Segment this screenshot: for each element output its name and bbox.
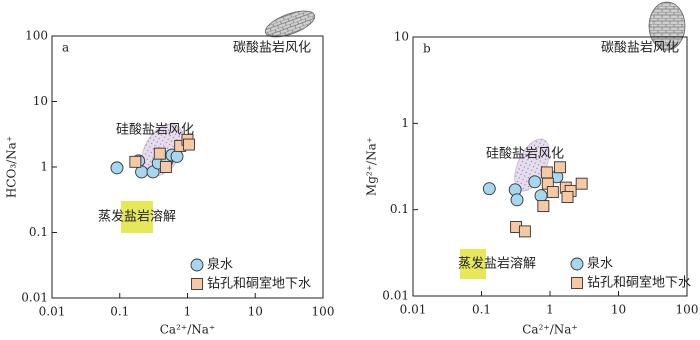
- y-tick-label: 0.1: [390, 202, 409, 216]
- y-tick-label: 10: [394, 30, 409, 44]
- x-tick-label: 10: [248, 305, 263, 319]
- legend-marker: [191, 278, 203, 290]
- panel-label: a: [62, 41, 69, 55]
- annotation: 硅酸盐岩风化: [486, 147, 564, 162]
- y-tick-label: 0.01: [382, 289, 409, 303]
- legend-marker: [570, 257, 584, 271]
- y-axis-label: Mg²⁺/Na⁺: [365, 137, 379, 196]
- x-tick-label: 10: [611, 303, 626, 317]
- legend-label: 钻孔和硐室地下水: [207, 276, 311, 292]
- x-tick-label: 0.01: [400, 303, 427, 317]
- annotation: 蒸发盐岩溶解: [458, 256, 536, 272]
- x-tick-label: 1: [184, 305, 192, 319]
- data-point: [537, 200, 550, 213]
- data-point: [129, 155, 142, 168]
- y-tick-label: 100: [25, 29, 48, 43]
- y-axis-label: HCO₃/Na⁺: [5, 136, 19, 198]
- y-tick-label: 0.1: [29, 225, 48, 239]
- legend-marker: [571, 277, 583, 289]
- evaporite-field: [121, 201, 153, 233]
- data-point: [561, 191, 574, 204]
- data-point: [159, 161, 172, 173]
- annotation: 碳酸盐岩风化: [601, 41, 679, 56]
- data-point: [510, 193, 524, 207]
- y-tick-label: 1: [40, 160, 48, 174]
- evaporite-field: [460, 249, 486, 279]
- annotation: 碳酸盐岩风化: [233, 41, 311, 56]
- x-axis-label: Ca²⁺/Na⁺: [160, 323, 216, 337]
- data-point: [540, 166, 553, 179]
- data-point: [575, 177, 588, 190]
- data-point: [110, 161, 124, 175]
- y-tick-label: 1: [401, 116, 409, 130]
- data-point: [482, 182, 496, 196]
- data-point: [170, 149, 184, 163]
- annotation: 硅酸盐岩风化: [116, 123, 194, 138]
- legend-marker: [190, 258, 204, 272]
- data-point: [546, 186, 559, 198]
- y-tick-label: 10: [33, 94, 48, 108]
- carbonate-field: [264, 10, 316, 38]
- data-point: [554, 161, 566, 174]
- x-axis-label: Ca²⁺/Na⁺: [522, 323, 578, 337]
- data-point: [518, 225, 531, 238]
- x-tick-label: 0.01: [39, 305, 66, 319]
- data-point: [153, 147, 166, 160]
- panel-label: b: [423, 42, 431, 56]
- x-tick-label: 100: [676, 303, 699, 317]
- y-tick-label: 0.01: [21, 291, 48, 305]
- x-tick-label: 100: [312, 305, 335, 319]
- x-tick-label: 0.1: [110, 305, 129, 319]
- data-point: [534, 189, 548, 203]
- data-point: [182, 138, 195, 151]
- x-tick-label: 0.1: [472, 303, 491, 317]
- x-tick-label: 1: [546, 303, 554, 317]
- carbonate-field: [648, 1, 686, 51]
- data-point: [528, 175, 542, 189]
- plot-frame: [51, 35, 324, 299]
- legend-label: 泉水: [587, 256, 613, 272]
- legend-label: 钻孔和硐室地下水: [587, 275, 691, 291]
- legend-label: 泉水: [207, 257, 233, 273]
- annotation: 蒸发盐岩溶解: [98, 209, 176, 225]
